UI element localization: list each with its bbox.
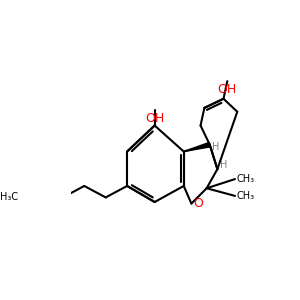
Text: O: O bbox=[193, 197, 203, 210]
Text: OH: OH bbox=[145, 112, 164, 125]
Polygon shape bbox=[184, 142, 210, 152]
Text: H₃C: H₃C bbox=[0, 192, 18, 203]
Text: CH₃: CH₃ bbox=[236, 191, 255, 201]
Text: H: H bbox=[212, 142, 219, 152]
Text: CH₃: CH₃ bbox=[236, 174, 255, 184]
Text: OH: OH bbox=[218, 83, 237, 96]
Text: H: H bbox=[220, 160, 227, 170]
